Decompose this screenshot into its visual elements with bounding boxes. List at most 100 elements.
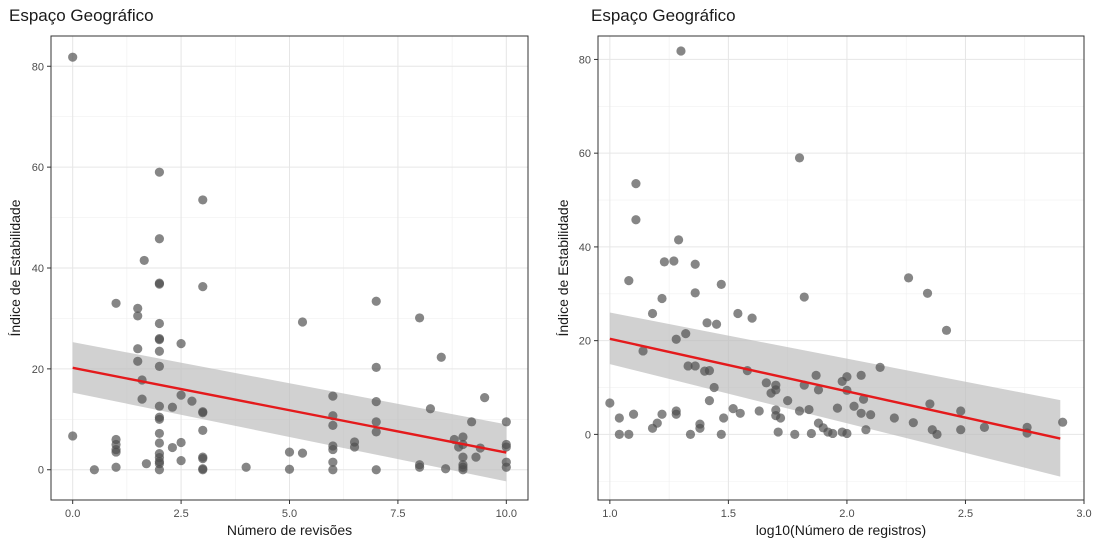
data-point bbox=[856, 408, 866, 418]
data-point bbox=[925, 399, 935, 409]
data-point bbox=[371, 465, 381, 475]
data-point bbox=[875, 362, 885, 372]
data-point bbox=[747, 313, 757, 323]
data-point bbox=[733, 308, 743, 319]
data-point bbox=[614, 429, 624, 439]
data-point bbox=[690, 259, 700, 269]
y-axis-title: Índice de Estabilidade bbox=[555, 199, 571, 336]
data-point bbox=[176, 339, 186, 349]
data-point bbox=[709, 382, 719, 393]
x-tick-label: 1.0 bbox=[602, 508, 617, 520]
data-point bbox=[111, 447, 121, 457]
data-point bbox=[624, 429, 634, 439]
data-point bbox=[832, 403, 843, 413]
data-point bbox=[458, 452, 468, 462]
data-point bbox=[501, 417, 511, 427]
data-point bbox=[154, 279, 165, 289]
data-point bbox=[167, 442, 178, 453]
y-axis-title: Índice de Estabilidade bbox=[7, 199, 23, 336]
data-point bbox=[176, 456, 186, 466]
chart-panel-left: Espaço Geográfico 0.0 2.5 5.0 7.5 10.0 0 20 40 6… bbox=[0, 0, 538, 542]
chart-panel-right: Espaço Geográfico 1.0 1.5 2.0 2.5 3.0 0 20 40 60… bbox=[548, 0, 1095, 542]
chart-title: Espaço Geográfico bbox=[591, 6, 736, 25]
data-point bbox=[605, 398, 615, 408]
data-point bbox=[471, 452, 481, 462]
data-point bbox=[501, 442, 511, 452]
plot-border bbox=[597, 35, 1085, 501]
data-point bbox=[771, 385, 781, 395]
data-point bbox=[371, 362, 381, 372]
data-point bbox=[624, 276, 634, 286]
data-point bbox=[956, 425, 966, 435]
confidence-band bbox=[609, 312, 1061, 477]
data-point bbox=[371, 417, 381, 427]
data-point bbox=[154, 335, 165, 345]
data-point bbox=[685, 429, 696, 439]
data-point bbox=[735, 408, 745, 418]
data-point bbox=[628, 409, 639, 419]
data-point bbox=[68, 431, 78, 441]
data-point bbox=[702, 318, 712, 328]
plot-border bbox=[50, 35, 529, 501]
data-point bbox=[842, 372, 852, 382]
data-point bbox=[794, 406, 805, 416]
data-point bbox=[956, 406, 966, 416]
x-tick-label: 3.0 bbox=[1076, 508, 1091, 520]
data-point bbox=[328, 420, 338, 430]
data-point bbox=[198, 425, 208, 435]
data-point bbox=[414, 313, 425, 323]
data-point bbox=[638, 346, 648, 356]
data-point bbox=[695, 423, 705, 433]
data-point bbox=[297, 448, 308, 458]
x-tick-label: 5.0 bbox=[282, 508, 297, 520]
data-point bbox=[716, 429, 726, 439]
y-tick-label: 20 bbox=[32, 364, 44, 376]
data-point bbox=[775, 413, 786, 423]
data-point bbox=[501, 462, 511, 472]
data-point bbox=[154, 414, 165, 424]
data-point bbox=[297, 317, 308, 327]
data-point bbox=[704, 366, 715, 376]
data-point bbox=[154, 428, 165, 439]
data-point bbox=[811, 370, 821, 380]
data-point bbox=[154, 361, 165, 371]
x-axis-title: log10(Número de registros) bbox=[756, 522, 926, 538]
data-point bbox=[657, 409, 667, 419]
y-tick-label: 40 bbox=[579, 242, 591, 254]
y-tick-label: 0 bbox=[38, 465, 44, 477]
data-point bbox=[806, 428, 816, 439]
data-point bbox=[631, 179, 641, 189]
data-point bbox=[480, 393, 490, 403]
data-point bbox=[704, 396, 715, 406]
data-point bbox=[458, 465, 468, 475]
data-point bbox=[671, 334, 681, 344]
data-point bbox=[284, 464, 295, 474]
data-point bbox=[111, 298, 121, 308]
data-point bbox=[728, 404, 738, 414]
data-point bbox=[856, 370, 866, 380]
data-point bbox=[414, 462, 425, 472]
data-point bbox=[861, 425, 871, 435]
data-point bbox=[133, 356, 143, 366]
y-tick-label: 80 bbox=[579, 54, 591, 66]
data-point bbox=[889, 413, 899, 423]
data-point bbox=[631, 215, 641, 225]
regression-line bbox=[609, 337, 1061, 440]
data-point bbox=[858, 394, 869, 404]
scatter-plot: 1.0 1.5 2.0 2.5 3.0 0 20 40 60 80 log10(Número de … bbox=[555, 35, 1092, 538]
data-point bbox=[139, 255, 149, 266]
data-point bbox=[659, 257, 669, 267]
data-point bbox=[371, 427, 381, 437]
data-point bbox=[141, 459, 151, 469]
data-point bbox=[794, 153, 805, 163]
data-point bbox=[436, 352, 446, 362]
x-tick-label: 2.5 bbox=[173, 508, 188, 520]
data-point bbox=[328, 465, 338, 475]
data-point bbox=[68, 52, 78, 62]
data-point bbox=[828, 428, 838, 439]
y-tick-label: 60 bbox=[32, 162, 44, 174]
data-point bbox=[647, 308, 658, 319]
y-tick-label: 40 bbox=[32, 263, 44, 275]
data-point bbox=[167, 402, 178, 412]
chart-title: Espaço Geográfico bbox=[9, 6, 154, 25]
